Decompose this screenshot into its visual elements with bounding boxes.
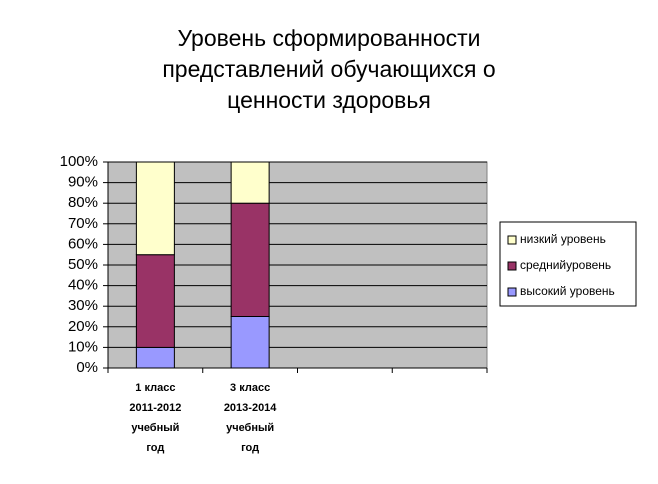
x-tick-label: 1 класс: [135, 382, 175, 394]
x-tick-label: год: [146, 442, 164, 454]
y-tick-label: 100%: [60, 153, 98, 170]
bar-segment: [135, 254, 175, 348]
y-tick-label: 80%: [68, 194, 98, 211]
bar-segment: [230, 202, 270, 317]
y-tick-label: 20%: [68, 318, 98, 335]
x-tick-label: год: [241, 442, 259, 454]
x-tick-label: 2013-2014: [224, 402, 277, 414]
legend-swatch: [507, 235, 517, 245]
y-tick-label: 60%: [68, 235, 98, 252]
x-tick-label: учебный: [131, 422, 179, 434]
legend-label: низкий уровень: [520, 232, 606, 246]
legend-swatch: [507, 287, 517, 297]
y-tick-label: 10%: [68, 338, 98, 355]
legend-label: среднийуровень: [520, 258, 611, 272]
bar-segment: [135, 161, 175, 256]
y-tick-label: 30%: [68, 297, 98, 314]
y-tick-label: 40%: [68, 277, 98, 294]
legend-label: высокий уровень: [520, 284, 615, 298]
y-tick-label: 70%: [68, 215, 98, 232]
y-tick-label: 50%: [68, 256, 98, 273]
chart-title: ценности здоровья: [227, 87, 431, 113]
y-tick-label: 0%: [76, 359, 98, 376]
bar-segment: [230, 161, 270, 204]
bar-segment: [135, 346, 175, 369]
bar-segment: [230, 316, 270, 369]
x-tick-label: 3 класс: [230, 382, 270, 394]
x-tick-label: 2011-2012: [129, 402, 181, 414]
legend: [499, 221, 637, 307]
chart-title: Уровень сформированности: [177, 25, 480, 51]
chart-title: представлений обучающихся о: [162, 56, 495, 82]
x-tick-label: учебный: [226, 422, 274, 434]
legend-swatch: [507, 261, 517, 271]
y-tick-label: 90%: [68, 174, 98, 191]
